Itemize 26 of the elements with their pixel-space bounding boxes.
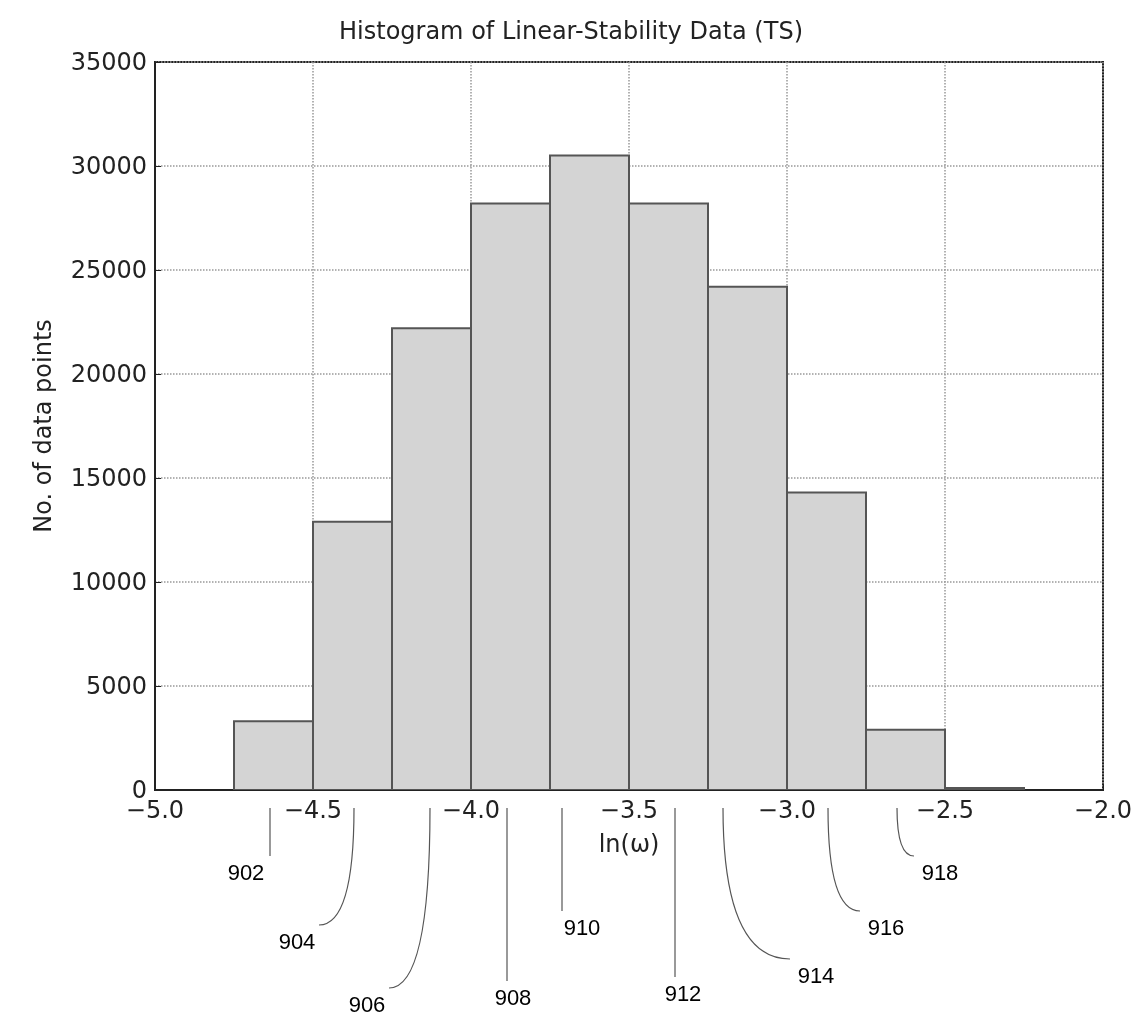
text: 908 [494, 984, 532, 1010]
text: 914 [797, 962, 835, 988]
y-axis-title: No. of data points [29, 319, 57, 533]
text: 910 [563, 914, 601, 940]
text: 912 [664, 980, 702, 1006]
x-axis-title: ln(ω) [598, 830, 660, 858]
text: 916 [867, 914, 905, 940]
x-tick-label: −4.0 [441, 796, 501, 824]
y-tick-label: 20000 [70, 360, 147, 388]
text: 918 [921, 859, 959, 885]
y-tick-label: 25000 [70, 256, 147, 284]
y-tick-label: 35000 [70, 48, 147, 76]
text: 906 [348, 991, 386, 1017]
y-tick-label: 10000 [70, 568, 147, 596]
y-tick-label: 0 [131, 776, 147, 804]
x-tick-label: −3.0 [757, 796, 817, 824]
y-tick-label: 5000 [85, 672, 147, 700]
x-tick-label: −3.5 [599, 796, 659, 824]
chart-title: Histogram of Linear-Stability Data (TS) [339, 17, 803, 45]
text: 904 [278, 928, 316, 954]
x-tick-label: −2.5 [915, 796, 975, 824]
text: 902 [227, 859, 265, 885]
x-tick-label: −2.0 [1073, 796, 1133, 824]
y-tick-label: 15000 [70, 464, 147, 492]
x-tick-label: −4.5 [283, 796, 343, 824]
y-tick-label: 30000 [70, 152, 147, 180]
